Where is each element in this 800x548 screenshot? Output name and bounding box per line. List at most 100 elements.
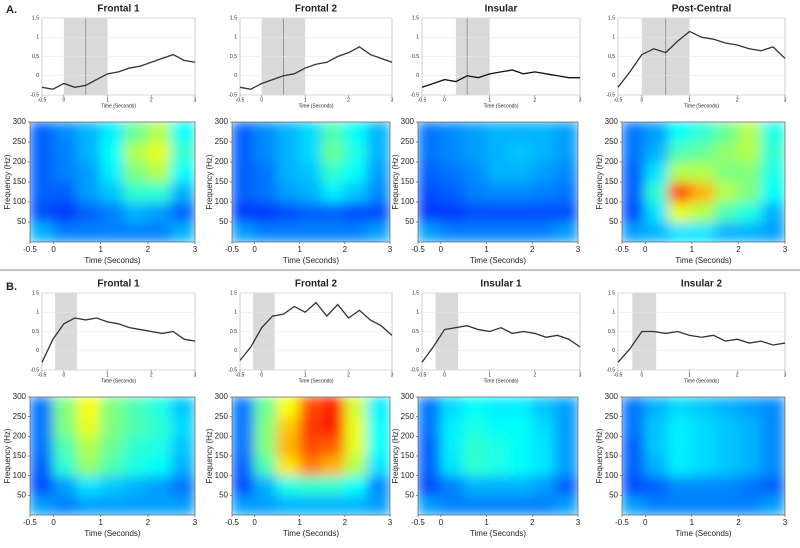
x-tick-label: 2 [347,372,350,378]
heatmap [622,397,785,515]
heatmap [232,397,390,515]
x-tick-label: -0.5 [225,518,239,527]
x-tick-label: -0.5 [38,97,47,103]
heat-cell [170,416,195,437]
heat-cell [254,455,278,477]
y-tick-label: 150 [605,177,619,186]
y-tick-label: 300 [215,392,229,401]
heat-cell [53,455,78,477]
line [617,30,786,88]
heat-cell [418,221,442,242]
x-tick-label: 1 [304,97,307,103]
heat-cell [53,141,78,163]
y-tick-label: 0 [416,348,419,354]
heat-cell [644,161,670,183]
heat-cell [344,122,368,143]
heat-cell [463,416,488,437]
y-tick-label: 100 [13,197,27,206]
heat-cell [321,494,346,515]
heat-cell [170,397,195,418]
x-tick-label: 1 [484,245,489,254]
y-tick-label: 200 [605,157,619,166]
x-tick-label: 0 [439,518,444,527]
x-tick-label: 0 [62,97,65,103]
heat-cell [761,181,785,203]
heat-cell [321,397,346,418]
y-tick-label: 250 [215,137,229,146]
heat-cell [100,141,125,163]
heat-cell [254,122,278,143]
x-tick-label: 3 [783,518,788,527]
heat-cell [170,161,195,183]
x-axis-label: Time (Seconds) [101,103,136,109]
heat-cell [276,455,301,477]
heat-cell [254,181,278,203]
x-tick-label: 1 [488,372,491,378]
heat-cell [761,201,785,223]
x-tick-label: 2 [736,372,739,378]
heat-cell [321,475,346,496]
heat-cell [418,397,442,418]
y-tick-label: 0 [416,73,419,79]
heat-cell [344,435,368,457]
heatmap [622,122,785,242]
heat-cell [254,475,278,496]
x-axis-label: Time (Seconds) [470,256,527,265]
x-tick-label: 1 [297,245,302,254]
heat-cell [531,475,556,496]
heat-cell [644,181,670,203]
heat-cell [486,201,510,223]
x-tick-label: 1 [690,518,695,527]
x-tick-label: 1 [304,372,307,378]
heat-cell [366,221,390,242]
heatmap [30,122,195,242]
heat-cell [276,181,301,203]
heat-cell [100,475,125,496]
heat-cell [76,221,102,242]
y-tick-label: 100 [401,197,415,206]
x-axis-label: Time (Seconds) [84,529,141,538]
heat-cell [147,201,172,223]
y-tick-label: 250 [401,137,415,146]
heat-cell [53,397,78,418]
y-tick-label: 300 [401,392,415,401]
y-tick-label: 250 [215,412,229,421]
y-tick-label: 1 [612,35,615,41]
x-tick-label: 2 [146,245,151,254]
heat-cell [276,435,301,457]
heat-cell [463,397,488,418]
y-tick-label: 50 [609,490,618,499]
heat-cell [321,435,346,457]
heat-cell [737,122,763,143]
y-tick-label: 50 [17,217,26,226]
y-tick-label: 150 [401,451,415,460]
line [41,317,196,363]
heat-cell [276,494,301,515]
x-tick-label: 0 [640,97,643,103]
x-tick-label: 1 [688,97,691,103]
heat-cell [53,181,78,203]
heat-cell [486,397,510,418]
heat-cell [30,494,55,515]
heat-cell [232,416,256,437]
x-axis-label: Time (Seconds) [283,529,340,538]
heat-cell [170,122,195,143]
heat-cell [344,221,368,242]
x-tick-label: -0.5 [418,97,427,103]
x-axis-label: Time (Seconds) [483,378,518,384]
heat-cell [418,416,442,437]
heat-cell [440,397,465,418]
heat-cell [100,494,125,515]
heat-cell [76,475,102,496]
heat-cell [761,494,785,515]
y-tick-label: 250 [401,412,415,421]
y-tick-label: 0 [234,348,237,354]
heat-cell [644,221,670,242]
heat-cell [170,201,195,223]
heat-cell [321,455,346,477]
heat-cell [147,475,172,496]
y-tick-label: 1.5 [32,290,39,296]
heatmap [418,397,578,515]
heat-cell [418,475,442,496]
